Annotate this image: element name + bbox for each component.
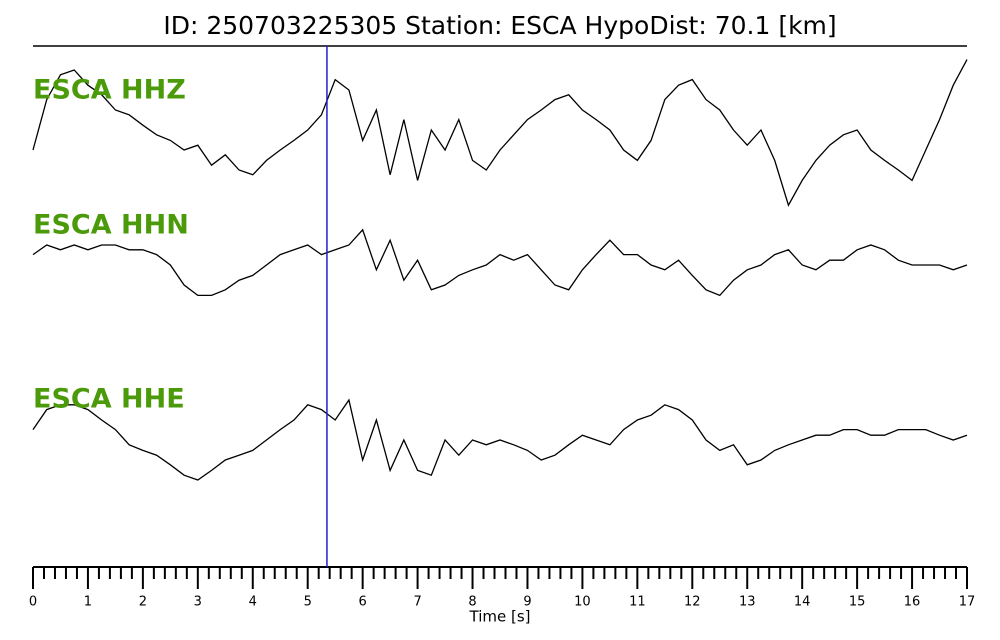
x-tick-label: 16 [904,595,921,610]
trace [32,228,968,297]
x-tick-label: 0 [29,595,37,610]
x-tick-label: 2 [139,595,147,610]
x-tick-label: 17 [959,595,976,610]
x-tick-label: 15 [849,595,866,610]
x-tick-label: 14 [794,595,811,610]
x-axis-label: Time [s] [469,608,531,626]
trace-label: ESCA HHE [33,384,185,415]
trace [32,398,968,481]
x-tick-label: 10 [574,595,591,610]
trace-label: ESCA HHZ [33,75,186,106]
trace [32,59,968,207]
x-tick-label: 6 [359,595,367,610]
x-tick-label: 5 [304,595,312,610]
trace-label: ESCA HHN [33,210,189,241]
x-tick-label: 4 [249,595,257,610]
x-tick-label: 12 [684,595,701,610]
x-tick-label: 11 [629,595,646,610]
x-tick-label: 3 [194,595,202,610]
x-tick-label: 8 [468,595,476,610]
x-tick-label: 13 [739,595,756,610]
x-tick-label: 1 [84,595,92,610]
x-tick-label: 9 [523,595,531,610]
chart-title: ID: 250703225305 Station: ESCA HypoDist:… [163,11,836,40]
x-tick-label: 7 [413,595,421,610]
